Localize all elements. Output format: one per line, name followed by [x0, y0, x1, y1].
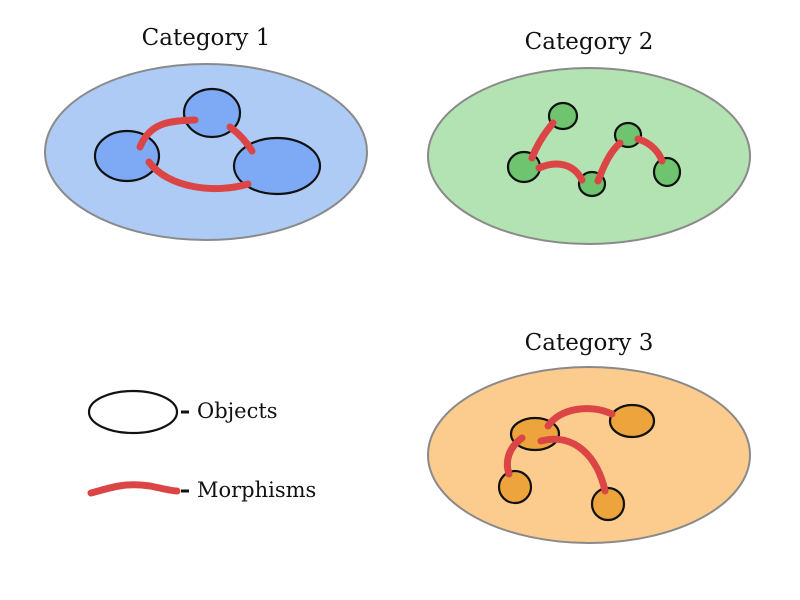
legend	[87, 389, 189, 497]
object	[590, 486, 626, 522]
category-1	[44, 63, 368, 241]
morphism	[634, 135, 666, 165]
morphism	[537, 435, 609, 495]
object	[497, 469, 533, 505]
category-1-region	[44, 63, 368, 241]
object	[93, 129, 161, 183]
object	[652, 156, 682, 188]
morphism	[528, 119, 557, 162]
category-3	[427, 366, 751, 544]
category-2	[427, 67, 751, 245]
legend-objects-label: Objects	[197, 399, 278, 423]
morphism	[544, 405, 616, 430]
morphism	[226, 123, 256, 155]
object	[232, 136, 322, 196]
morphism	[503, 434, 526, 478]
legend-object-icon	[87, 389, 179, 435]
legend-morphism-icon	[87, 481, 181, 497]
morphism	[535, 160, 586, 184]
category-1-title: Category 1	[141, 25, 271, 51]
morphism	[136, 116, 199, 151]
category-3-title: Category 3	[524, 330, 654, 356]
object	[182, 87, 242, 139]
category-2-title: Category 2	[524, 29, 654, 55]
object	[608, 403, 656, 439]
morphism	[594, 139, 624, 185]
category-2-region	[427, 67, 751, 245]
legend-morphisms-label: Morphisms	[197, 478, 317, 502]
morphism	[145, 158, 252, 193]
